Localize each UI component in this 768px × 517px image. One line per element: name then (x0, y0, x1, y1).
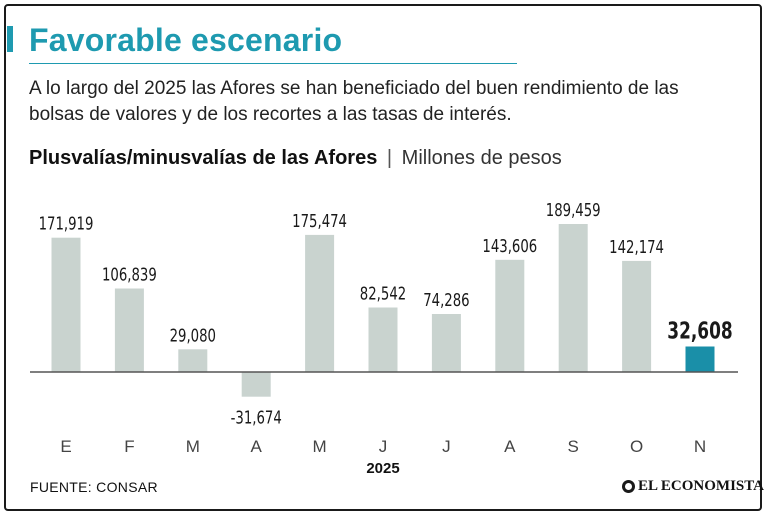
x-tick-label-0: E (60, 437, 71, 456)
logo-text: EL ECONOMISTA (638, 478, 764, 494)
heading-separator: | (386, 147, 393, 169)
logo-icon (622, 480, 635, 493)
page-title: Favorable escenario (29, 22, 343, 58)
infographic-frame (4, 4, 762, 511)
x-tick-label-7: A (504, 437, 516, 456)
x-tick-label-10: N (694, 437, 706, 456)
source-note: FUENTE: CONSAR (30, 479, 158, 495)
data-label-1: 106,839 (102, 264, 157, 285)
bar-1 (114, 288, 144, 372)
bar-3 (241, 372, 271, 397)
chart-unit: Millones de pesos (401, 147, 562, 169)
publisher-logo: EL ECONOMISTA (622, 478, 764, 495)
data-label-10: 32,608 (667, 317, 732, 344)
subtitle: A lo largo del 2025 las Afores se han be… (29, 78, 679, 125)
bar-2 (178, 349, 208, 372)
title-accent-bar (7, 26, 13, 52)
x-tick-label-9: O (630, 437, 643, 456)
bar-6 (431, 314, 461, 372)
chart-heading: Plusvalías/minusvalías de las Afores | M… (29, 144, 562, 172)
bar-10 (685, 346, 715, 372)
data-label-3: -31,674 (231, 407, 282, 428)
x-axis-label: 2025 (366, 460, 399, 477)
x-tick-label-2: M (186, 437, 200, 456)
bar-0 (51, 237, 81, 372)
title-underline (29, 63, 517, 64)
x-tick-label-5: J (379, 437, 388, 456)
bar-9 (622, 260, 652, 372)
x-tick-label-6: J (442, 437, 451, 456)
bar-7 (495, 259, 525, 372)
data-label-8: 189,459 (546, 200, 601, 221)
bar-5 (368, 307, 398, 372)
data-label-4: 175,474 (292, 210, 347, 231)
data-label-6: 74,286 (423, 290, 469, 311)
x-tick-label-1: F (124, 437, 134, 456)
data-label-2: 29,080 (170, 325, 216, 346)
data-label-7: 143,606 (482, 235, 537, 256)
bar-8 (558, 224, 588, 372)
x-tick-label-8: S (568, 437, 579, 456)
x-tick-label-3: A (251, 437, 263, 456)
chart-title: Plusvalías/minusvalías de las Afores (29, 147, 378, 169)
data-label-9: 142,174 (609, 236, 664, 257)
data-label-5: 82,542 (360, 283, 406, 304)
data-label-0: 171,919 (39, 213, 94, 234)
bar-4 (305, 234, 335, 372)
x-tick-label-4: M (313, 437, 327, 456)
